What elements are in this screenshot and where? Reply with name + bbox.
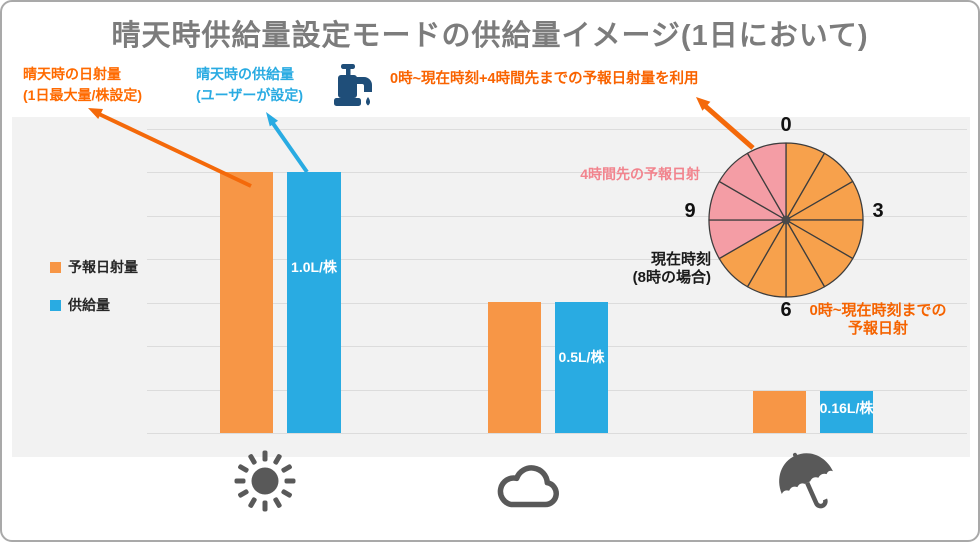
gridline <box>147 216 967 217</box>
page-title: 晴天時供給量設定モードの供給量イメージ(1日において) <box>111 20 869 52</box>
faucet-icon <box>334 64 372 106</box>
pie-label-current-time: 現在時刻 (8時の場合) <box>633 251 711 287</box>
callout-supply-line1: 晴天時の供給量 <box>196 66 294 82</box>
clock-tick-6: 6 <box>780 299 792 321</box>
legend-item-forecast: 予報日射量 <box>50 257 138 277</box>
gridline <box>147 259 967 260</box>
callout-forecast-line1: 晴天時の日射量 <box>23 66 121 82</box>
bar-label-sunny: 1.0L/株 <box>291 259 337 275</box>
legend-label-supply: 供給量 <box>68 297 110 313</box>
pie-center-dot <box>781 215 791 225</box>
bar-supply-cloudy: 0.5L/株 <box>555 302 608 433</box>
bar-label-rainy: 0.16L/株 <box>819 400 874 416</box>
bar-supply-rainy: 0.16L/株 <box>820 391 873 433</box>
pie-label-current-line2: (8時の場合) <box>632 269 711 286</box>
legend-swatch-supply <box>50 299 61 311</box>
pie-chart-clock <box>708 142 864 298</box>
gridline <box>147 433 967 434</box>
sun-icon <box>234 450 296 512</box>
pie-slice-hour-11 <box>746 142 787 221</box>
umbrella-icon <box>779 452 833 509</box>
callout-forecast-line2: (1日最大量/株設定) <box>23 87 142 103</box>
callout-forecast-radiation: 晴天時の日射量 (1日最大量/株設定) <box>23 64 142 106</box>
bar-forecast-rainy <box>753 391 806 433</box>
pie-label-past: 0時~現在時刻までの 予報日射 <box>802 302 954 338</box>
pie-label-past-line1: 0時~現在時刻までの <box>809 302 947 319</box>
gridline <box>147 129 967 130</box>
clock-tick-3: 3 <box>872 200 884 222</box>
bar-forecast-cloudy <box>488 302 541 433</box>
bar-label-cloudy: 0.5L/株 <box>558 349 605 365</box>
pie-label-past-line2: 予報日射 <box>847 320 908 337</box>
callout-supply-line2: (ユーザーが設定) <box>196 87 304 103</box>
pie-label-current-line1: 現在時刻 <box>650 251 711 268</box>
arrow-pie-head <box>696 97 711 111</box>
clock-tick-0: 0 <box>780 114 792 136</box>
legend-swatch-forecast <box>50 261 61 273</box>
callout-pie-usage: 0時~現在時刻+4時間先までの予報日射量を利用 <box>390 71 699 87</box>
clock-tick-9: 9 <box>684 200 696 222</box>
cloud-icon <box>497 465 559 508</box>
legend: 予報日射量 供給量 <box>50 257 138 333</box>
pie-label-future: 4時間先の予報日射 <box>580 166 700 182</box>
legend-label-forecast: 予報日射量 <box>68 259 138 275</box>
gridline <box>147 172 967 173</box>
bar-supply-sunny: 1.0L/株 <box>287 172 341 433</box>
callout-supply: 晴天時の供給量 (ユーザーが設定) <box>196 64 303 106</box>
legend-item-supply: 供給量 <box>50 295 138 315</box>
bar-forecast-sunny <box>220 172 273 433</box>
